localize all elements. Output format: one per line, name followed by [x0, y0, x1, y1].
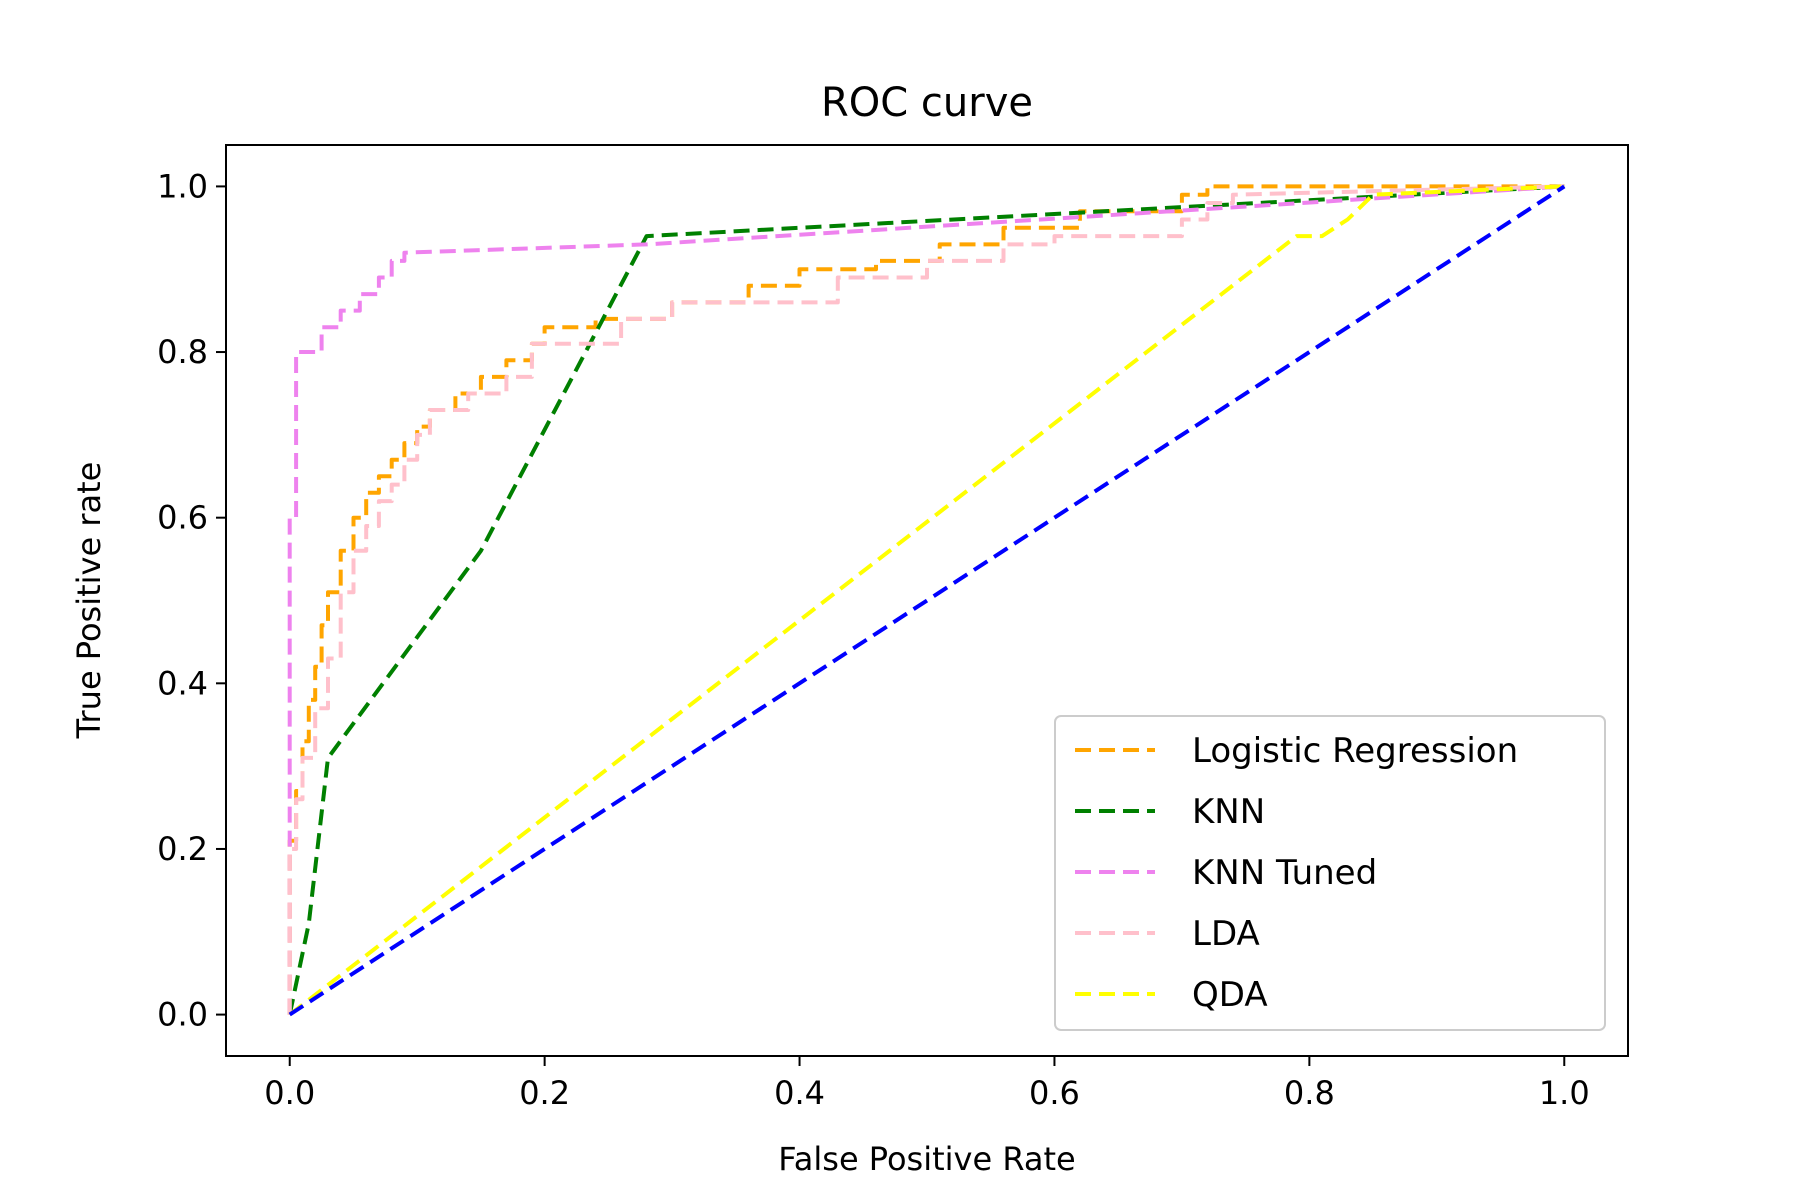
y-axis-ticks: 0.0 0.2 0.4 0.6 0.8 1.0 — [157, 167, 226, 1034]
series-layer — [287, 184, 1566, 1017]
y-tick-label: 1.0 — [157, 167, 208, 205]
x-tick-label: 0.8 — [1284, 1074, 1335, 1112]
y-tick-label: 0.0 — [157, 996, 208, 1034]
x-axis-label: False Positive Rate — [778, 1140, 1075, 1178]
y-tick-label: 0.8 — [157, 333, 208, 371]
x-tick-label: 1.0 — [1539, 1074, 1590, 1112]
y-tick-label: 0.6 — [157, 499, 208, 537]
series-line-chance — [288, 184, 1566, 1017]
series-line-lda — [287, 184, 1565, 1015]
legend-label: Logistic Regression — [1192, 731, 1518, 771]
series-line-knn-tuned — [287, 184, 1565, 1015]
series-line-knn — [287, 184, 1565, 1016]
x-tick-label: 0.2 — [519, 1074, 570, 1112]
plot-frame — [225, 144, 1629, 1057]
legend-label: KNN Tuned — [1192, 853, 1377, 893]
legend-label: KNN — [1192, 792, 1265, 832]
chart-title: ROC curve — [821, 80, 1033, 126]
legend-label: LDA — [1192, 914, 1260, 954]
x-axis-ticks: 0.0 0.2 0.4 0.6 0.8 1.0 — [264, 1056, 1590, 1112]
x-tick-label: 0.6 — [1029, 1074, 1080, 1112]
legend-label: QDA — [1192, 975, 1268, 1015]
x-tick-label: 0.0 — [264, 1074, 315, 1112]
x-tick-label: 0.4 — [774, 1074, 825, 1112]
y-tick-label: 0.2 — [157, 830, 208, 868]
legend-box — [1054, 715, 1606, 1031]
series-line-qda — [288, 184, 1565, 1017]
y-axis-label: True Positive rate — [70, 462, 108, 740]
legend: Logistic Regression KNN KNN Tuned LDA QDA — [1054, 715, 1606, 1031]
y-tick-label: 0.4 — [157, 664, 208, 702]
